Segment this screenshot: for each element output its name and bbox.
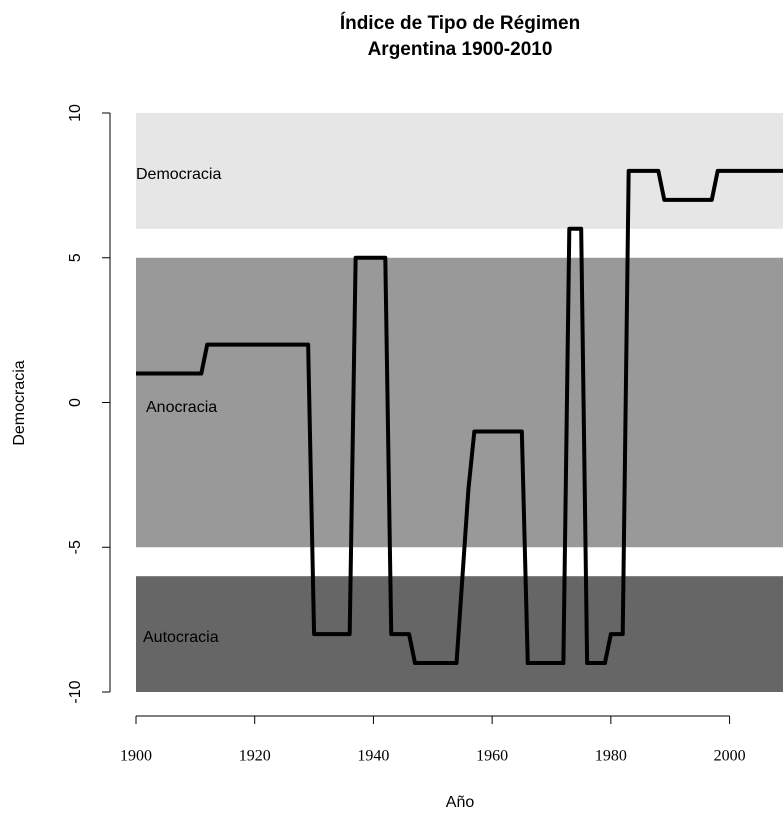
y-tick-label: 5	[67, 253, 84, 262]
x-tick-label: 1980	[595, 748, 627, 765]
y-tick-label: 0	[67, 398, 84, 407]
x-tick-label: 1960	[476, 748, 508, 765]
y-tick-label: -5	[67, 540, 84, 554]
y-axis-label: Democracia	[11, 360, 28, 445]
band-label: Anocracia	[146, 399, 217, 416]
y-tick-label: 10	[67, 104, 84, 122]
band-label: Autocracia	[143, 629, 219, 646]
x-tick-label: 2000	[714, 748, 746, 765]
x-axis-label: Año	[446, 794, 475, 811]
line	[136, 168, 783, 666]
chart-subtitle: Argentina 1900-2010	[368, 39, 553, 60]
x-tick-label: 1900	[120, 748, 152, 765]
x-tick-label: 1920	[239, 748, 271, 765]
band	[136, 257, 783, 548]
x-tick-label: 1940	[357, 748, 389, 765]
chart-title: Índice de Tipo de Régimen	[340, 12, 580, 34]
band	[136, 113, 783, 229]
band-label: Democracia	[136, 166, 221, 183]
y-tick-label: -10	[67, 680, 84, 703]
